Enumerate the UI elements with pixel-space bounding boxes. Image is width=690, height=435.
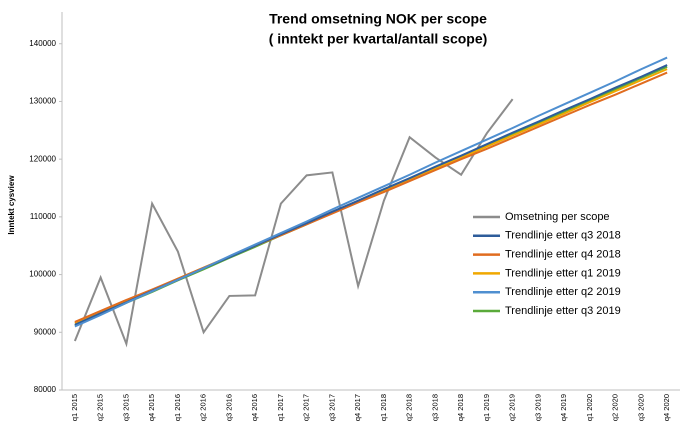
y-tick-label: 130000 [29,97,56,106]
x-tick-label: q2 2019 [508,394,517,421]
x-tick-label: q2 2015 [96,394,105,421]
x-tick-label: q3 2018 [430,394,439,421]
x-tick-label: q3 2015 [121,394,130,421]
x-tick-label: q3 2016 [224,394,233,421]
legend-label: Omsetning per scope [505,211,610,223]
x-tick-label: q2 2016 [199,394,208,421]
x-tick-label: q4 2019 [559,394,568,421]
series-line [74,71,668,323]
y-tick-label: 90000 [34,327,57,336]
x-tick-label: q4 2017 [353,394,362,421]
x-tick-label: q3 2017 [327,394,336,421]
legend-label: Trendlinje etter q3 2018 [505,230,621,242]
y-tick-label: 110000 [30,212,57,221]
series-line [74,56,668,328]
legend-label: Trendlinje etter q3 2019 [505,305,621,317]
chart-subtitle: ( inntekt per kvartal/antall scope) [269,31,488,47]
x-tick-label: q2 2020 [611,394,620,421]
x-tick-label: q1 2017 [276,394,285,421]
x-tick-label: q1 2016 [173,394,182,421]
legend-label: Trendlinje etter q2 2019 [505,286,621,298]
legend-label: Trendlinje etter q1 2019 [505,267,621,279]
y-tick-label: 140000 [29,39,56,48]
legend-label: Trendlinje etter q4 2018 [505,249,621,261]
x-tick-label: q4 2016 [250,394,259,421]
x-tick-label: q1 2015 [70,394,79,421]
x-tick-label: q1 2020 [585,394,594,421]
x-tick-label: q4 2020 [662,394,671,421]
y-tick-label: 80000 [34,385,57,394]
x-tick-label: q4 2018 [456,394,465,421]
x-tick-label: q2 2018 [405,394,414,421]
y-tick-label: 120000 [29,154,56,163]
x-tick-label: q3 2019 [533,394,542,421]
x-tick-label: q1 2018 [379,394,388,421]
y-tick-label: 100000 [29,270,56,279]
x-tick-label: q4 2015 [147,394,156,421]
x-tick-label: q2 2017 [302,394,311,421]
y-axis-label: Inntekt cysview [7,175,16,235]
x-tick-label: q1 2019 [482,394,491,421]
x-tick-label: q3 2020 [636,394,645,421]
chart-title: Trend omsetning NOK per scope [269,11,487,27]
